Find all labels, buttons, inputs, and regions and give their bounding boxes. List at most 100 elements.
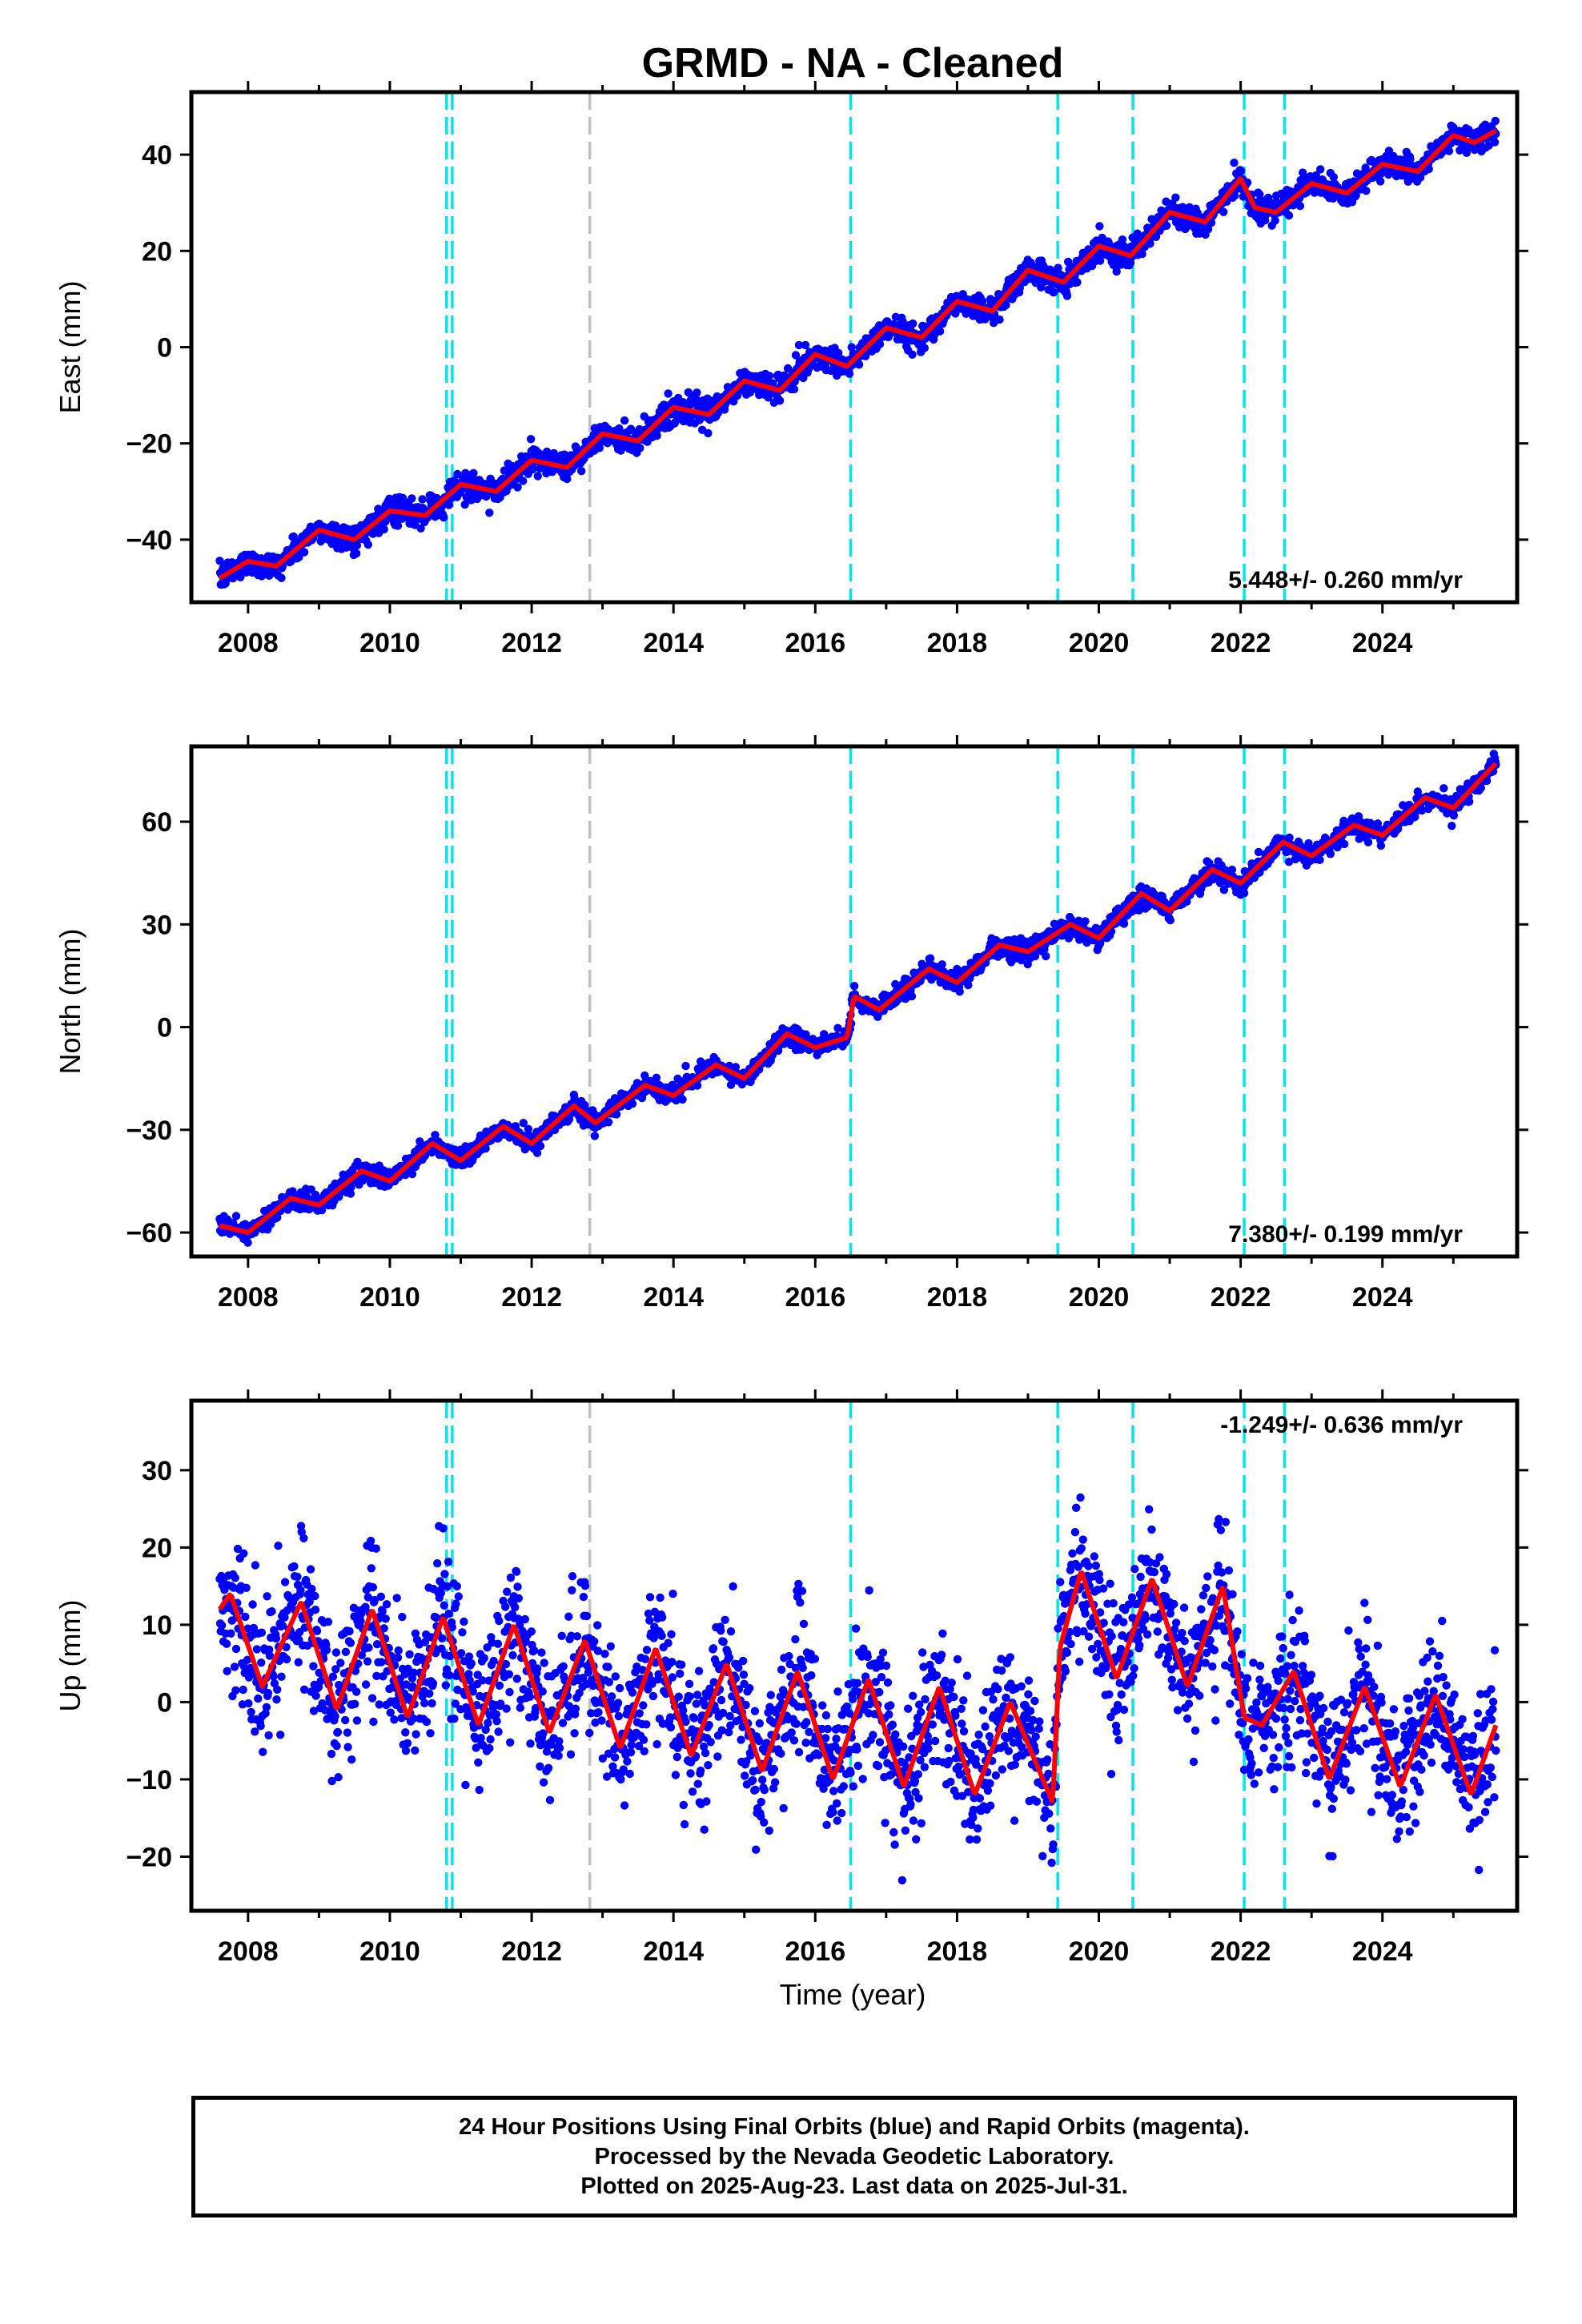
data-point [233, 1544, 243, 1554]
data-point [955, 987, 964, 996]
data-point [671, 418, 680, 427]
data-point [408, 1169, 417, 1179]
data-point [1295, 202, 1305, 211]
y-tick-label: 20 [142, 236, 172, 267]
data-point [528, 465, 537, 474]
data-point [1062, 292, 1072, 300]
data-point [1424, 164, 1433, 174]
data-point [231, 1212, 241, 1220]
y-tick-label: 30 [142, 910, 172, 940]
x-tick-label: 2020 [1069, 1282, 1130, 1313]
data-point [1203, 225, 1213, 234]
data-point [532, 1148, 542, 1157]
east-panel: 2008 2010 2012 2014 2016 2018 2020 2022 2024−40−… [54, 81, 1528, 658]
data-point [1444, 147, 1454, 155]
data-point [1119, 919, 1129, 928]
x-tick-label: 2008 [218, 628, 279, 658]
x-tick-label: 2020 [1069, 628, 1130, 658]
data-point [652, 431, 661, 440]
data-point [652, 1073, 661, 1083]
data-point [1339, 839, 1349, 849]
data-point [398, 493, 408, 502]
data-point [526, 435, 536, 444]
data-point [533, 472, 542, 480]
data-point [995, 315, 1004, 324]
y-tick-label: 0 [157, 333, 172, 364]
data-point [222, 1639, 231, 1648]
data-point [469, 468, 478, 477]
data-point [227, 1629, 235, 1638]
data-point [693, 388, 701, 397]
plot-area [215, 1401, 1500, 1911]
data-point [1030, 951, 1040, 961]
data-point [590, 1132, 600, 1140]
data-point [277, 573, 286, 582]
data-point [408, 494, 416, 503]
data-point [1465, 797, 1474, 806]
data-point [431, 1131, 440, 1140]
data-point [789, 384, 799, 394]
data-point [854, 360, 864, 369]
data-point [794, 340, 804, 350]
data-point [604, 1118, 613, 1127]
data-point [1406, 155, 1415, 163]
data-point [935, 327, 945, 336]
data-point [352, 549, 361, 558]
data-point [938, 960, 946, 969]
x-tick-label: 2018 [927, 628, 988, 658]
data-point [1254, 847, 1263, 857]
data-point [692, 395, 701, 404]
data-point [636, 444, 644, 452]
data-point [1449, 811, 1459, 820]
x-tick-label: 2016 [785, 628, 845, 658]
data-point [289, 532, 298, 541]
data-point [1227, 865, 1237, 875]
data-point [379, 525, 388, 534]
data-point [1362, 187, 1371, 195]
data-point [563, 474, 572, 484]
data-point [1447, 822, 1456, 830]
data-point [612, 1110, 621, 1119]
data-point [346, 1189, 355, 1198]
plot-area [215, 746, 1500, 1256]
data-point [231, 1644, 241, 1654]
x-tick-label: 2024 [1352, 628, 1413, 658]
data-points [215, 1493, 1500, 1885]
data-point [920, 344, 930, 352]
data-point [704, 428, 713, 438]
data-point [1112, 267, 1121, 276]
y-tick-label: −40 [126, 525, 172, 556]
data-point [481, 1144, 490, 1153]
data-point [513, 483, 522, 492]
data-point [681, 1061, 690, 1071]
data-point [1095, 256, 1105, 265]
data-point [1351, 191, 1360, 200]
north-panel: 2008 2010 2012 2014 2016 2018 2020 2022 2024−60−… [54, 735, 1528, 1313]
data-point [1073, 278, 1082, 287]
x-tick-label: 2010 [359, 1282, 420, 1313]
data-point [664, 389, 673, 398]
data-point [849, 982, 859, 991]
data-point [1413, 787, 1423, 796]
plot-area [215, 92, 1500, 602]
data-point [1138, 250, 1146, 259]
data-point [317, 1206, 327, 1215]
data-point [693, 1081, 702, 1090]
data-point [1095, 222, 1104, 231]
x-tick-label: 2018 [927, 1282, 988, 1313]
data-point [1042, 951, 1050, 961]
data-point [1219, 886, 1229, 895]
data-point [519, 1119, 528, 1128]
data-point [1326, 850, 1335, 858]
data-point [626, 424, 636, 433]
x-tick-label: 2024 [1352, 1282, 1413, 1313]
data-point [926, 954, 935, 963]
data-point [1237, 167, 1246, 175]
data-point [1284, 211, 1294, 220]
data-point [231, 1686, 240, 1695]
data-point [908, 350, 917, 359]
data-point [1054, 263, 1062, 272]
data-point [1064, 934, 1074, 943]
y-tick-label: −20 [126, 429, 172, 460]
data-point [485, 509, 494, 517]
